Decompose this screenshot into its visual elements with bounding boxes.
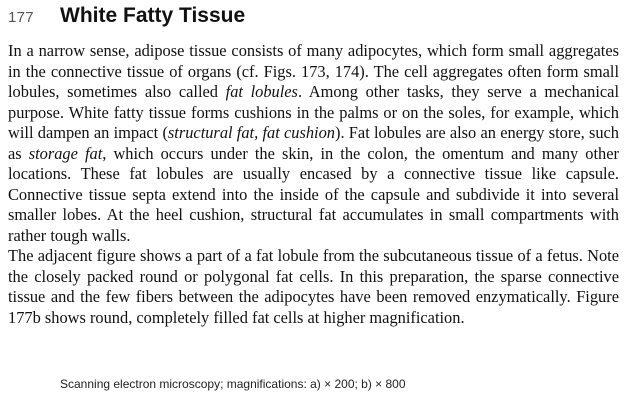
paragraph-1-text-1: In a narrow sense, adipose tissue consis… [8, 41, 619, 101]
term-storage-fat: storage fat [28, 143, 103, 163]
paragraph-1-text-4: , which occurs under the skin, in the co… [8, 143, 619, 245]
section-heading: 177 White Fatty Tissue [8, 4, 619, 34]
paragraph-1-text-2: . Among other tasks, they serve a mechan… [8, 82, 620, 142]
paragraph-1-text-3: ). Fat lobules are also an energy store,… [8, 123, 619, 163]
term-structural-fat: structural fat, fat cushion [167, 123, 335, 142]
body-text: In a narrow sense, adipose tissue consis… [8, 41, 619, 328]
paragraph-2: The adjacent figure shows a part of a fa… [8, 246, 619, 327]
term-fat-lobules: fat lobules [225, 82, 298, 101]
page: 177 White Fatty Tissue In a narrow sense… [8, 4, 619, 328]
paragraph-1: In a narrow sense, adipose tissue consis… [8, 41, 619, 246]
figure-caption: Scanning electron microscopy; magnificat… [60, 377, 406, 391]
section-title: White Fatty Tissue [60, 4, 246, 27]
page-number: 177 [8, 9, 34, 26]
